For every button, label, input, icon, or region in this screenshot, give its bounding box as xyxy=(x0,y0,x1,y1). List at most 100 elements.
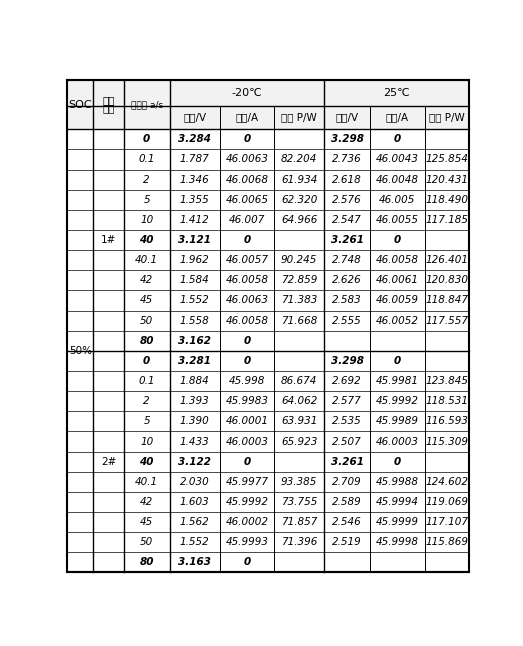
Text: 2.547: 2.547 xyxy=(333,215,362,225)
Text: 1.552: 1.552 xyxy=(180,537,210,547)
Text: 功率 P/W: 功率 P/W xyxy=(429,112,464,123)
Text: 25℃: 25℃ xyxy=(383,88,410,98)
Text: 46.007: 46.007 xyxy=(229,215,265,225)
Text: 2.583: 2.583 xyxy=(333,295,362,306)
Text: 2.546: 2.546 xyxy=(333,517,362,527)
Text: 73.755: 73.755 xyxy=(281,497,317,507)
Text: 80: 80 xyxy=(140,557,154,567)
Text: 46.0058: 46.0058 xyxy=(225,316,268,326)
Text: 123.845: 123.845 xyxy=(425,376,468,386)
Text: 3.261: 3.261 xyxy=(331,235,364,245)
Text: 40: 40 xyxy=(140,235,154,245)
Text: 46.0057: 46.0057 xyxy=(225,255,268,266)
Text: 1.355: 1.355 xyxy=(180,194,210,205)
Text: 2.736: 2.736 xyxy=(333,154,362,165)
Text: 3.281: 3.281 xyxy=(178,356,211,366)
Text: 65.923: 65.923 xyxy=(281,437,317,446)
Text: 118.847: 118.847 xyxy=(425,295,468,306)
Text: 1.558: 1.558 xyxy=(180,316,210,326)
Text: 50%: 50% xyxy=(69,346,92,356)
Text: 116.593: 116.593 xyxy=(425,417,468,426)
Text: 3.298: 3.298 xyxy=(331,134,364,144)
Text: 45.9983: 45.9983 xyxy=(225,396,268,406)
Text: 0: 0 xyxy=(243,457,251,466)
Text: 2.519: 2.519 xyxy=(333,537,362,547)
Text: 42: 42 xyxy=(140,275,153,286)
Text: 46.0043: 46.0043 xyxy=(376,154,419,165)
Text: 46.0048: 46.0048 xyxy=(376,174,419,185)
Text: 46.0061: 46.0061 xyxy=(376,275,419,286)
Text: 5: 5 xyxy=(143,417,150,426)
Text: 编号: 编号 xyxy=(103,103,115,114)
Text: SOC: SOC xyxy=(69,99,92,110)
Text: 0: 0 xyxy=(394,457,401,466)
Text: 119.069: 119.069 xyxy=(425,497,468,507)
Text: 0: 0 xyxy=(394,235,401,245)
Text: 时间点 a/s: 时间点 a/s xyxy=(131,100,163,109)
Text: 5: 5 xyxy=(143,194,150,205)
Text: 2.618: 2.618 xyxy=(333,174,362,185)
Text: 118.531: 118.531 xyxy=(425,396,468,406)
Text: 50: 50 xyxy=(140,537,153,547)
Text: 117.557: 117.557 xyxy=(425,316,468,326)
Text: 71.668: 71.668 xyxy=(281,316,317,326)
Text: 0: 0 xyxy=(243,235,251,245)
Text: 0: 0 xyxy=(143,356,150,366)
Text: 42: 42 xyxy=(140,497,153,507)
Text: 45.9999: 45.9999 xyxy=(376,517,419,527)
Text: 电池: 电池 xyxy=(103,96,115,106)
Text: 电流/A: 电流/A xyxy=(386,112,409,123)
Text: 1.552: 1.552 xyxy=(180,295,210,306)
Text: 45.9998: 45.9998 xyxy=(376,537,419,547)
Text: 0.1: 0.1 xyxy=(139,154,155,165)
Text: 0: 0 xyxy=(143,134,150,144)
Text: 90.245: 90.245 xyxy=(281,255,317,266)
Text: -20℃: -20℃ xyxy=(232,88,262,98)
Text: 46.0059: 46.0059 xyxy=(376,295,419,306)
Text: 93.385: 93.385 xyxy=(281,477,317,487)
Text: 3.163: 3.163 xyxy=(178,557,211,567)
Text: 1.393: 1.393 xyxy=(180,396,210,406)
Text: 1.884: 1.884 xyxy=(180,376,210,386)
Text: 2: 2 xyxy=(143,396,150,406)
Text: 46.0058: 46.0058 xyxy=(225,275,268,286)
Text: 46.0003: 46.0003 xyxy=(376,437,419,446)
Text: 71.383: 71.383 xyxy=(281,295,317,306)
Text: 2.692: 2.692 xyxy=(333,376,362,386)
Text: 45.998: 45.998 xyxy=(229,376,265,386)
Text: 46.0001: 46.0001 xyxy=(225,417,268,426)
Text: 45.9988: 45.9988 xyxy=(376,477,419,487)
Text: 117.107: 117.107 xyxy=(425,517,468,527)
Text: 46.0063: 46.0063 xyxy=(225,154,268,165)
Text: 0: 0 xyxy=(394,134,401,144)
Text: 3.162: 3.162 xyxy=(178,336,211,346)
Text: 1.412: 1.412 xyxy=(180,215,210,225)
Text: 71.857: 71.857 xyxy=(281,517,317,527)
Text: 71.396: 71.396 xyxy=(281,537,317,547)
Text: 40: 40 xyxy=(140,457,154,466)
Text: 50: 50 xyxy=(140,316,153,326)
Text: 86.674: 86.674 xyxy=(281,376,317,386)
Text: 3.284: 3.284 xyxy=(178,134,211,144)
Text: 2.748: 2.748 xyxy=(333,255,362,266)
Text: 1#: 1# xyxy=(101,235,116,245)
Text: 80: 80 xyxy=(140,336,154,346)
Text: 1.433: 1.433 xyxy=(180,437,210,446)
Text: 46.0063: 46.0063 xyxy=(225,295,268,306)
Text: 62.320: 62.320 xyxy=(281,194,317,205)
Text: 40.1: 40.1 xyxy=(135,255,158,266)
Text: 45: 45 xyxy=(140,517,153,527)
Text: 2.535: 2.535 xyxy=(333,417,362,426)
Text: 1.962: 1.962 xyxy=(180,255,210,266)
Text: 45.9981: 45.9981 xyxy=(376,376,419,386)
Text: 1.390: 1.390 xyxy=(180,417,210,426)
Text: 2.589: 2.589 xyxy=(333,497,362,507)
Text: 118.490: 118.490 xyxy=(425,194,468,205)
Text: 115.309: 115.309 xyxy=(425,437,468,446)
Text: 2.555: 2.555 xyxy=(333,316,362,326)
Text: 126.401: 126.401 xyxy=(425,255,468,266)
Text: 46.005: 46.005 xyxy=(379,194,416,205)
Text: 0: 0 xyxy=(394,356,401,366)
Text: 72.859: 72.859 xyxy=(281,275,317,286)
Text: 45.9992: 45.9992 xyxy=(225,497,268,507)
